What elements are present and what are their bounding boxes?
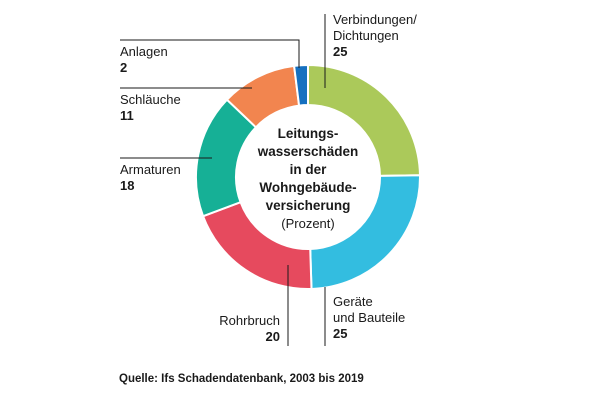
chart-title-line-2: in der	[290, 162, 328, 177]
leader-line-5	[120, 39, 300, 68]
slice-label-1-line-1: und Bauteile	[333, 310, 405, 325]
slice-value-5: 2	[120, 60, 127, 75]
slice-label-4-line-0: Schläuche	[120, 92, 181, 107]
slice-value-2: 20	[266, 329, 280, 344]
chart-title-line-3: Wohngebäude-	[259, 180, 356, 195]
slice-label-3-line-0: Armaturen	[120, 162, 181, 177]
chart-subtitle: (Prozent)	[281, 216, 334, 231]
slice-value-0: 25	[333, 44, 347, 59]
slice-label-5-line-0: Anlagen	[120, 44, 168, 59]
slice-label-1-line-0: Geräte	[333, 294, 373, 309]
chart-title-line-4: versicherung	[266, 198, 351, 213]
slice-value-4: 11	[120, 108, 134, 123]
chart-title-line-0: Leitungs-	[278, 126, 339, 141]
slice-value-1: 25	[333, 326, 347, 341]
slice-label-0-line-0: Verbindungen/	[333, 12, 417, 27]
chart-source: Quelle: Ifs Schadendatenbank, 2003 bis 2…	[119, 373, 364, 385]
slice-value-3: 18	[120, 178, 134, 193]
chart-title-line-1: wasserschäden	[257, 144, 359, 159]
slice-label-0-line-1: Dichtungen	[333, 28, 399, 43]
slice-label-2-line-0: Rohrbruch	[219, 313, 280, 328]
